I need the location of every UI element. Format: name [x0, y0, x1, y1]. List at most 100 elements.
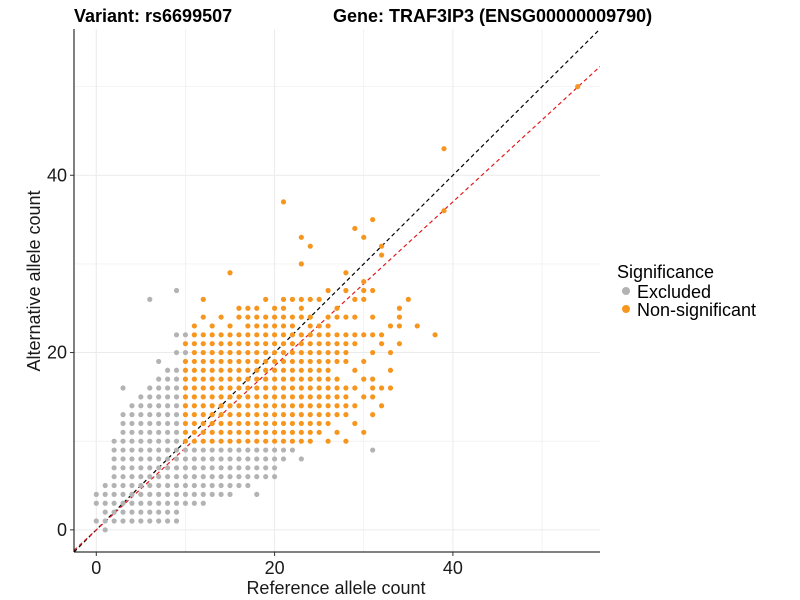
- point-non-significant: [236, 349, 242, 356]
- point-excluded: [182, 332, 189, 338]
- point-excluded: [129, 403, 135, 409]
- point-non-significant: [334, 385, 340, 391]
- point-non-significant: [280, 314, 287, 320]
- point-non-significant: [245, 341, 251, 347]
- point-non-significant: [316, 358, 322, 365]
- point-excluded: [173, 287, 180, 294]
- point-non-significant: [280, 367, 287, 373]
- point-excluded: [129, 474, 135, 480]
- point-non-significant: [298, 438, 304, 444]
- point-non-significant: [218, 376, 224, 382]
- point-excluded: [245, 447, 251, 453]
- point-excluded: [120, 420, 126, 427]
- point-non-significant: [325, 341, 331, 347]
- point-non-significant: [191, 341, 197, 347]
- point-non-significant: [218, 394, 224, 400]
- point-excluded: [102, 500, 108, 506]
- point-non-significant: [289, 394, 296, 400]
- point-non-significant: [218, 358, 224, 365]
- point-excluded: [173, 385, 180, 391]
- point-excluded: [173, 420, 180, 427]
- point-non-significant: [280, 438, 287, 444]
- point-excluded: [191, 500, 197, 506]
- point-excluded: [191, 447, 197, 453]
- point-non-significant: [343, 314, 349, 320]
- point-excluded: [156, 376, 162, 382]
- point-non-significant: [182, 385, 189, 391]
- point-non-significant: [325, 438, 331, 444]
- point-excluded: [227, 491, 233, 497]
- point-non-significant: [307, 420, 313, 427]
- point-non-significant: [316, 420, 322, 427]
- point-non-significant: [200, 403, 206, 409]
- point-non-significant: [191, 412, 197, 418]
- point-non-significant: [245, 385, 251, 391]
- point-non-significant: [352, 332, 358, 338]
- point-excluded: [209, 456, 215, 462]
- point-non-significant: [209, 394, 215, 400]
- point-non-significant: [307, 376, 313, 382]
- point-non-significant: [254, 412, 260, 418]
- point-excluded: [120, 412, 126, 418]
- point-excluded: [156, 429, 162, 435]
- point-excluded: [111, 447, 117, 453]
- point-excluded: [102, 518, 108, 524]
- point-excluded: [129, 412, 135, 418]
- point-non-significant: [182, 394, 189, 400]
- point-non-significant: [271, 412, 278, 418]
- point-non-significant: [227, 332, 233, 338]
- point-excluded: [93, 491, 99, 497]
- point-non-significant: [254, 438, 260, 444]
- point-non-significant: [227, 438, 233, 444]
- point-excluded: [236, 447, 242, 453]
- point-excluded: [200, 500, 206, 506]
- point-non-significant: [298, 341, 304, 347]
- y-tick-label: 20: [47, 343, 67, 363]
- point-excluded: [209, 491, 215, 497]
- point-non-significant: [227, 349, 233, 356]
- point-excluded: [156, 500, 162, 506]
- point-non-significant: [298, 429, 304, 435]
- point-non-significant: [307, 429, 313, 435]
- point-non-significant: [245, 420, 251, 427]
- point-excluded: [156, 403, 162, 409]
- point-non-significant: [263, 376, 269, 382]
- plot-panel: [74, 29, 600, 552]
- point-non-significant: [280, 376, 287, 382]
- point-non-significant: [352, 225, 358, 232]
- point-non-significant: [289, 296, 296, 302]
- point-non-significant: [370, 314, 376, 320]
- point-non-significant: [289, 358, 296, 365]
- point-non-significant: [236, 305, 242, 311]
- point-non-significant: [298, 261, 304, 267]
- point-excluded: [200, 465, 206, 471]
- point-excluded: [173, 491, 180, 497]
- point-non-significant: [263, 296, 269, 302]
- point-excluded: [138, 412, 144, 418]
- point-excluded: [236, 456, 242, 462]
- point-non-significant: [343, 385, 349, 391]
- point-non-significant: [334, 403, 340, 409]
- point-non-significant: [254, 394, 260, 400]
- point-excluded: [138, 518, 144, 524]
- point-non-significant: [334, 314, 340, 320]
- x-tick-label: 20: [265, 558, 285, 578]
- point-excluded: [173, 438, 180, 444]
- point-non-significant: [227, 341, 233, 347]
- legend-swatch-non-significant: [622, 305, 630, 313]
- point-excluded: [165, 412, 171, 418]
- point-non-significant: [405, 296, 411, 302]
- chart-title-variant: Variant: rs6699507: [74, 6, 232, 26]
- point-excluded: [129, 465, 135, 471]
- point-excluded: [129, 518, 135, 524]
- point-excluded: [165, 429, 171, 435]
- point-excluded: [236, 465, 242, 471]
- x-axis-label: Reference allele count: [246, 578, 425, 598]
- point-non-significant: [361, 358, 367, 365]
- point-excluded: [182, 482, 189, 489]
- point-non-significant: [378, 341, 385, 347]
- point-non-significant: [218, 403, 224, 409]
- point-excluded: [156, 491, 162, 497]
- point-excluded: [209, 465, 215, 471]
- point-excluded: [156, 474, 162, 480]
